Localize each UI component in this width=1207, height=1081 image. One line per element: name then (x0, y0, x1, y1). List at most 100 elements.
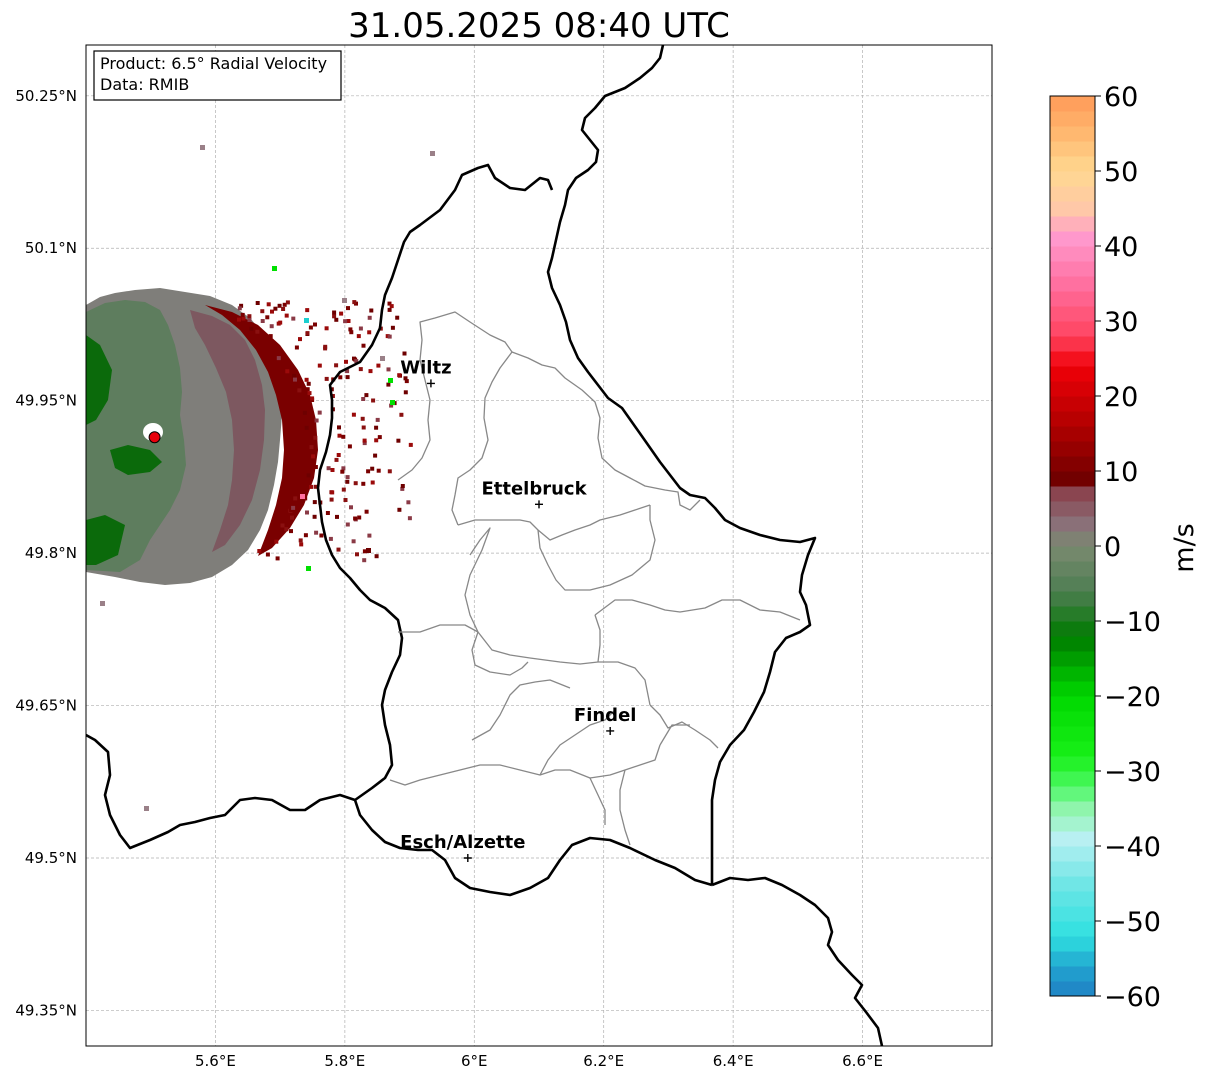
radar-speckle (336, 453, 341, 457)
colorbar-tick-label: 20 (1104, 382, 1138, 413)
canton-echternach-link (594, 614, 601, 663)
radar-speckle (326, 466, 331, 471)
colorbar-band (1050, 381, 1095, 397)
colorbar-band (1050, 606, 1095, 622)
colorbar-band (1050, 216, 1095, 232)
radar-speckle (345, 522, 350, 527)
canton-esch-center (539, 709, 616, 776)
radar-speckle-isolated (342, 298, 347, 303)
radar-speckle (319, 533, 324, 538)
radar-speckle (314, 418, 319, 423)
radar-speckle (337, 433, 342, 438)
canton-diekirch (457, 504, 651, 541)
radar-speckle (347, 444, 352, 449)
colorbar-band (1050, 846, 1095, 862)
colorbar-band (1050, 171, 1095, 187)
colorbar-band (1050, 396, 1095, 412)
y-tick-label: 49.5°N (25, 849, 77, 867)
colorbar-band (1050, 906, 1095, 922)
colorbar-tick-label: 30 (1104, 307, 1138, 338)
radar-speckle (303, 496, 308, 501)
radar-site-dot (148, 431, 161, 444)
colorbar-band (1050, 666, 1095, 682)
radar-speckle (247, 314, 252, 319)
radar-speckle (281, 307, 286, 311)
colorbar-band (1050, 561, 1095, 577)
city-label: Ettelbruck (481, 478, 587, 499)
radar-speckle (289, 508, 293, 512)
colorbar-tick-label: 40 (1104, 232, 1138, 263)
radar-speckle (374, 554, 379, 559)
radar-speckle (285, 369, 290, 374)
colorbar-label: m/s (1169, 523, 1200, 572)
radar-speckle (291, 505, 296, 510)
colorbar-tick-label: 50 (1104, 157, 1138, 188)
colorbar-band (1050, 156, 1095, 172)
radar-speckle (368, 369, 373, 374)
radar-speckle (334, 457, 339, 462)
radar-speckle-isolated (388, 378, 393, 383)
colorbar-band (1050, 651, 1095, 667)
radar-speckle (325, 511, 330, 515)
radar-speckle (324, 376, 329, 381)
info-product: Product: 6.5° Radial Velocity (100, 54, 327, 73)
radar-speckle (406, 500, 411, 505)
colorbar-band (1050, 441, 1095, 457)
radar-echo-green-north (86, 335, 112, 425)
radar-speckle (304, 425, 309, 430)
canton-esch-mondorf (619, 769, 631, 846)
radar-speckle (284, 362, 289, 367)
colorbar-tick-label: −20 (1104, 682, 1161, 713)
radar-speckle (324, 326, 329, 331)
colorbar-band (1050, 546, 1095, 562)
radar-speckle (298, 538, 303, 543)
radar-speckle (340, 469, 345, 474)
radar-speckle (237, 317, 241, 322)
radar-speckle-isolated (380, 356, 385, 361)
radar-speckle (367, 315, 372, 320)
radar-speckle (240, 312, 245, 317)
radar-speckle (293, 377, 297, 382)
city-marker (426, 379, 435, 388)
radar-speckle (361, 397, 366, 401)
radar-speckle (361, 425, 366, 430)
radar-speckle (311, 454, 316, 459)
radar-speckle (309, 445, 314, 450)
colorbar-band (1050, 831, 1095, 847)
axis-tick-labels: 5.6°E 5.8°E 6°E 6.2°E 6.4°E 6.6°E 50.25°N 50.1°… (15, 87, 883, 1070)
colorbar-band (1050, 486, 1095, 502)
city-marker (606, 726, 615, 735)
radar-speckle (330, 468, 335, 472)
radar-speckle-isolated (430, 151, 435, 156)
radar-speckle (274, 539, 279, 544)
colorbar-band (1050, 126, 1095, 142)
radar-site-marker (143, 423, 163, 444)
radar-speckle (364, 393, 369, 398)
radar-speckle (387, 334, 392, 339)
map-panel: Wiltz Ettelbruck Findel Esch/Alzette (86, 45, 884, 1046)
radar-speckle (338, 375, 343, 380)
radar-speckle (397, 507, 402, 512)
city-markers: Wiltz Ettelbruck Findel Esch/Alzette (400, 357, 636, 862)
colorbar-tick-label: −30 (1104, 757, 1161, 788)
radar-speckle (343, 498, 348, 502)
colorbar-tick-label: 60 (1104, 82, 1138, 113)
radar-speckle (353, 516, 358, 521)
border-lux-belgium (316, 163, 554, 802)
canton-esch-north (471, 679, 571, 741)
radar-speckle-isolated (272, 266, 277, 271)
radar-speckle (247, 318, 252, 322)
colorbar-band (1050, 726, 1095, 742)
colorbar-band (1050, 141, 1095, 157)
canton-esch-south (389, 744, 661, 786)
colorbar-band (1050, 771, 1095, 787)
radar-speckle (366, 469, 371, 474)
radar-speckle (397, 373, 402, 378)
radar-speckle (351, 539, 356, 544)
radar-speckle (375, 417, 380, 422)
colorbar-band (1050, 186, 1095, 202)
radar-speckle (317, 363, 322, 368)
radar-speckle (298, 337, 302, 342)
colorbar-band (1050, 531, 1095, 547)
radar-speckle (374, 425, 379, 430)
